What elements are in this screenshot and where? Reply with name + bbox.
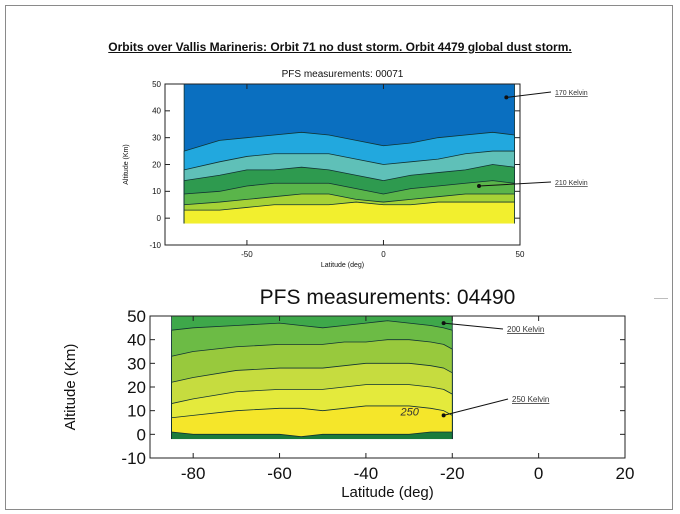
chart-title: PFS measurements: 00071 xyxy=(282,69,404,80)
y-tick-label: 10 xyxy=(127,402,146,421)
x-tick-label: 50 xyxy=(516,250,525,259)
annotation-leader xyxy=(479,181,552,187)
edge-tick-mark xyxy=(654,298,668,299)
x-tick-label: -20 xyxy=(440,464,465,483)
annotation-label: 170 Kelvin xyxy=(555,90,588,97)
x-axis-label: Latitude (deg) xyxy=(341,484,434,501)
y-tick-label: 30 xyxy=(152,133,161,142)
plot-floor xyxy=(165,223,520,245)
figure-title: Orbits over Vallis Marineris: Orbit 71 n… xyxy=(108,40,572,54)
y-tick-label: -10 xyxy=(121,449,146,468)
plot-floor xyxy=(150,439,625,458)
chart-title: PFS measurements: 04490 xyxy=(260,286,516,309)
annotation-label: 200 Kelvin xyxy=(507,325,544,334)
x-tick-label: -40 xyxy=(354,464,379,483)
x-tick-label: 0 xyxy=(534,464,543,483)
annotation-leader xyxy=(443,322,504,330)
x-tick-label: -60 xyxy=(267,464,292,483)
y-tick-label: 20 xyxy=(152,160,161,169)
x-tick-label: 20 xyxy=(616,464,635,483)
y-tick-label: 0 xyxy=(137,425,146,444)
x-tick-label: 0 xyxy=(381,250,386,259)
y-tick-label: 40 xyxy=(152,107,161,116)
y-tick-label: 20 xyxy=(127,378,146,397)
y-tick-label: 0 xyxy=(157,214,162,223)
annotation-label: 210 Kelvin xyxy=(555,180,588,187)
y-axis-label: Altitude (Km) xyxy=(62,344,79,431)
annotation-leader xyxy=(443,398,509,416)
y-tick-label: 50 xyxy=(127,307,146,326)
contour-inline-label: 250 xyxy=(399,406,419,418)
y-tick-label: -10 xyxy=(149,241,161,250)
y-axis-label: Altitude (Km) xyxy=(123,144,130,184)
y-tick-label: 10 xyxy=(152,187,161,196)
y-tick-label: 40 xyxy=(127,331,146,350)
x-tick-label: -50 xyxy=(241,250,253,259)
y-tick-label: 50 xyxy=(152,80,161,89)
x-axis-label: Latitude (deg) xyxy=(321,262,364,269)
annotation-leader xyxy=(506,91,552,98)
x-tick-label: -80 xyxy=(181,464,206,483)
annotation-label: 250 Kelvin xyxy=(512,395,549,404)
y-tick-label: 30 xyxy=(127,354,146,373)
